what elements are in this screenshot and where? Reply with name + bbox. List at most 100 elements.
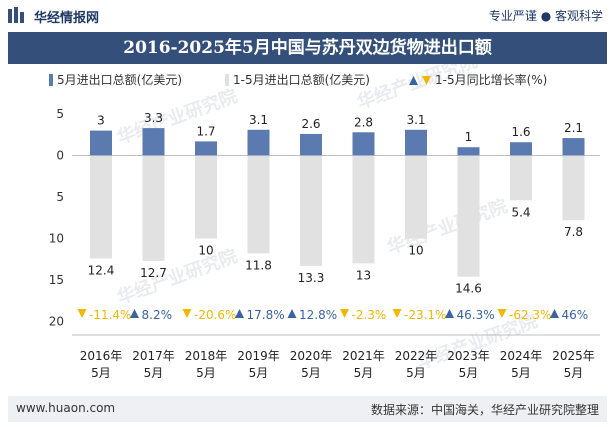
bar-jan-may (247, 155, 270, 254)
watermark-text: 华经产业研究院 (114, 85, 240, 149)
x-tick-label-year: 2024年 (500, 349, 543, 363)
bar-may (90, 130, 112, 156)
x-tick-label-month: 5月 (301, 366, 321, 380)
site-name[interactable]: 华经情报网 (34, 11, 100, 26)
growth-down-marker (497, 309, 507, 318)
legend-label-jan-may: 1-5月进出口总额(亿美元) (233, 72, 370, 87)
chart-title: 2016-2025年5月中国与苏丹双边货物进出口额 (123, 38, 492, 58)
data-label-jan-may: 11.8 (245, 258, 272, 272)
x-tick-label-year: 2020年 (290, 349, 333, 363)
bar-may (405, 129, 427, 156)
data-label-jan-may: 7.8 (564, 225, 583, 239)
watermark-text: 华经产业研究院 (354, 64, 480, 114)
growth-label: 46% (562, 308, 589, 322)
data-label-may: 3 (97, 114, 105, 128)
growth-down-marker (392, 309, 402, 318)
footer-source: 数据来源：中国海关，华经产业研究院整理 (370, 403, 599, 417)
x-tick-label-year: 2021年 (342, 349, 385, 363)
chart: 华经产业研究院华经产业研究院华经产业研究院华经产业研究院华经产业研究院5月进出口… (49, 64, 600, 380)
growth-up-marker (445, 309, 454, 318)
bar-may (562, 138, 585, 156)
data-label-jan-may: 12.4 (88, 263, 115, 277)
data-label-jan-may: 13 (356, 268, 371, 282)
bar-jan-may (142, 155, 165, 261)
tagline: 专业严谨 ● 客观科学 (488, 9, 603, 23)
bar-may (195, 141, 217, 156)
y-tick-label: 20 (49, 315, 64, 329)
growth-label: -11.4% (89, 308, 131, 322)
x-tick-label-year: 2025年 (552, 349, 595, 363)
x-tick-label-month: 5月 (196, 366, 216, 380)
bar-may (300, 133, 322, 156)
x-tick-label-year: 2017年 (132, 349, 175, 363)
growth-label: -20.6% (194, 308, 236, 322)
data-label-may: 1.7 (196, 124, 215, 138)
data-label-jan-may: 5.4 (511, 205, 530, 219)
bar-jan-may (195, 155, 217, 239)
legend-down-triangle (422, 76, 431, 85)
footer-url[interactable]: www.huaon.com (16, 401, 116, 415)
data-label-jan-may: 14.6 (455, 282, 482, 296)
y-tick-label: 15 (49, 273, 64, 287)
x-tick-label-month: 5月 (354, 366, 374, 380)
bar-may (247, 129, 270, 156)
growth-label: 46.3% (457, 308, 495, 322)
y-tick-label: 0 (56, 149, 64, 163)
title-bar: 2016-2025年5月中国与苏丹双边货物进出口额 (8, 32, 607, 64)
growth-label: -23.1% (404, 308, 446, 322)
x-tick-label-year: 2019年 (237, 349, 280, 363)
x-tick-label-year: 2016年 (80, 349, 123, 363)
growth-label: -62.3% (509, 308, 551, 322)
top-bar: 华经情报网 专业严谨 ● 客观科学 (0, 0, 615, 32)
data-label-may: 3.1 (406, 113, 425, 127)
x-tick-label-month: 5月 (564, 366, 584, 380)
bar-may (352, 132, 375, 156)
x-tick-label-year: 2023年 (447, 349, 490, 363)
x-tick-label-month: 5月 (511, 366, 531, 380)
growth-up-marker (130, 309, 139, 318)
bar-jan-may (300, 155, 322, 266)
growth-up-marker (550, 309, 559, 318)
growth-down-marker (340, 309, 349, 318)
bar-jan-may (562, 155, 585, 221)
data-label-may: 1 (465, 130, 473, 144)
growth-label: 17.8% (247, 308, 285, 322)
data-label-jan-may: 10 (198, 244, 213, 258)
data-label-may: 1.6 (511, 125, 530, 139)
bar-may (510, 142, 532, 156)
data-label-may: 2.6 (301, 117, 320, 131)
x-tick-label-month: 5月 (144, 366, 164, 380)
growth-up-marker (235, 309, 244, 318)
growth-up-marker (287, 309, 297, 318)
y-tick-label: 5 (56, 190, 64, 204)
legend-swatch-jan-may (225, 74, 229, 86)
growth-label: -2.3% (352, 308, 387, 322)
x-tick-label-month: 5月 (406, 366, 426, 380)
legend-label-growth: 1-5月同比增长率(%) (435, 72, 547, 87)
x-tick-label-year: 2022年 (395, 349, 438, 363)
data-label-may: 3.3 (144, 111, 163, 125)
growth-label: 12.8% (299, 308, 337, 322)
growth-down-marker (77, 309, 87, 318)
bar-jan-may (405, 155, 427, 239)
data-label-jan-may: 12.7 (140, 266, 167, 280)
bar-jan-may (510, 155, 532, 201)
bar-jan-may (457, 155, 480, 277)
bar-may (142, 128, 165, 156)
legend-up-triangle (409, 76, 418, 85)
x-tick-label-month: 5月 (91, 366, 111, 380)
data-label-may: 2.1 (564, 121, 583, 135)
watermark-text: 华经产业研究院 (384, 195, 510, 259)
x-tick-label-month: 5月 (459, 366, 479, 380)
bar-may (457, 147, 480, 156)
x-tick-label-month: 5月 (249, 366, 269, 380)
y-tick-label: 5 (56, 107, 64, 121)
y-tick-label: 10 (49, 232, 64, 246)
data-label-jan-may: 13.3 (298, 271, 325, 285)
legend-swatch-may (49, 74, 53, 86)
bars-logo-icon (8, 7, 24, 23)
data-label-jan-may: 10 (408, 244, 423, 258)
bar-jan-may (90, 155, 112, 259)
legend-label-may: 5月进出口总额(亿美元) (57, 72, 182, 87)
